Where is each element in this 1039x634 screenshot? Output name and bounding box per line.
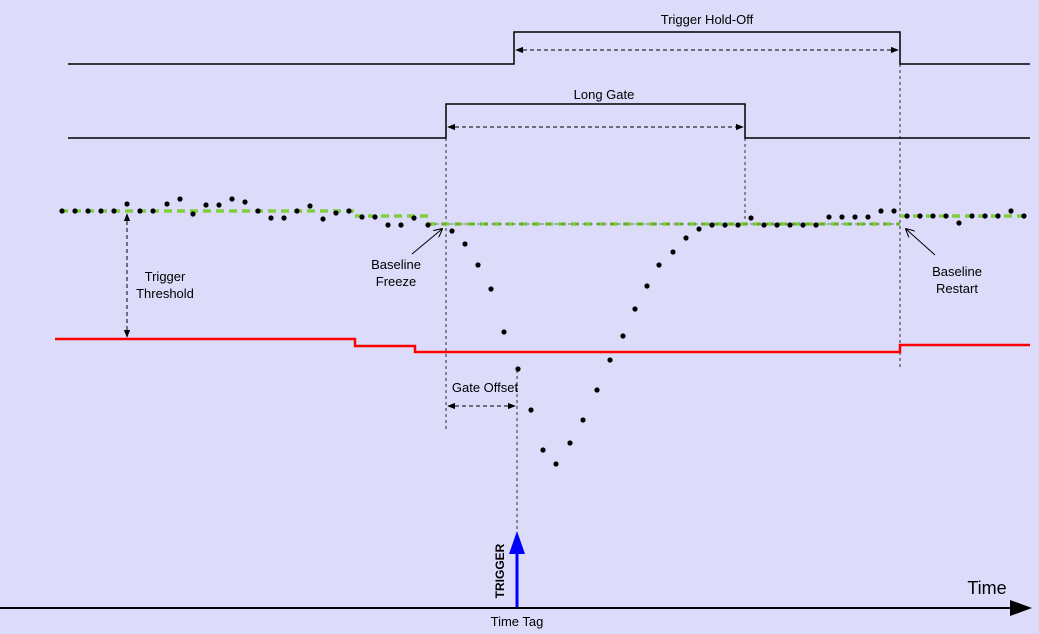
signal-sample-dot — [852, 214, 858, 220]
signal-sample-dot — [995, 213, 1001, 219]
baseline-freeze-label-line2: Freeze — [376, 274, 416, 289]
trigger-arrow-head — [509, 531, 525, 554]
signal-sample-dot — [735, 222, 741, 228]
signal-sample-dot — [656, 262, 662, 268]
signal-sample-dot — [904, 213, 910, 219]
signal-sample-dot — [294, 208, 300, 214]
holdoff-signal — [68, 31, 1030, 65]
signal-sample-dot — [969, 213, 975, 219]
signal-sample-dot — [229, 196, 235, 202]
signal-sample-dot — [346, 208, 352, 214]
signal-sample-dot — [943, 213, 949, 219]
signal-sample-dot — [85, 208, 91, 214]
signal-sample-dot — [696, 226, 702, 232]
long-gate-signal — [68, 103, 1030, 139]
signal-sample-dot — [216, 202, 222, 208]
long-gate-label: Long Gate — [574, 87, 635, 102]
threshold-line — [55, 337, 1030, 354]
signal-sample-dot — [501, 329, 507, 335]
signal-sample-dot — [59, 208, 65, 214]
signal-sample-dot — [528, 407, 534, 413]
signal-sample-dot — [398, 222, 404, 228]
baseline-restart-label-line1: Baseline — [932, 264, 982, 279]
signal-sample-dot — [515, 366, 521, 372]
holdoff-label: Trigger Hold-Off — [661, 12, 754, 27]
signal-sample-dot — [1021, 213, 1027, 219]
signal-sample-dot — [722, 222, 728, 228]
signal-sample-dot — [98, 208, 104, 214]
signal-sample-dot — [124, 201, 130, 207]
signal-sample-dot — [281, 215, 287, 221]
signal-sample-dot — [449, 228, 455, 234]
signal-sample-dot — [359, 214, 365, 220]
signal-sample-dot — [594, 387, 600, 393]
signal-sample-dot — [683, 235, 689, 241]
signal-sample-dot — [475, 262, 481, 268]
signal-sample-dot — [540, 447, 546, 453]
threshold-label-line2: Threshold — [136, 286, 194, 301]
signal-sample-dot — [320, 216, 326, 222]
signal-sample-dot — [865, 214, 871, 220]
signal-sample-dot — [826, 214, 832, 220]
signal-sample-dot — [748, 215, 754, 221]
signal-sample-dot — [761, 222, 767, 228]
trigger-label: TRIGGER — [493, 543, 507, 598]
signal-sample-dot — [137, 208, 143, 214]
signal-sample-dot — [462, 241, 468, 247]
signal-sample-dot — [488, 286, 494, 292]
signal-sample-dot — [425, 222, 431, 228]
time-axis-arrowhead — [1010, 600, 1032, 616]
signal-sample-dot — [800, 222, 806, 228]
signal-sample-dot — [72, 208, 78, 214]
signal-sample-dot — [580, 417, 586, 423]
signal-sample-dot — [644, 283, 650, 289]
signal-sample-dot — [307, 203, 313, 209]
signal-sample-dot — [620, 333, 626, 339]
signal-sample-dot — [203, 202, 209, 208]
time-tag-label: Time Tag — [491, 614, 544, 629]
signal-sample-dot — [111, 208, 117, 214]
signal-sample-dot — [839, 214, 845, 220]
signal-sample-dot — [372, 214, 378, 220]
signal-sample-dot — [670, 249, 676, 255]
signal-sample-dot — [333, 210, 339, 216]
signal-sample-dot — [242, 199, 248, 205]
signal-sample-dot — [268, 215, 274, 221]
baseline-freeze-pointer — [411, 229, 442, 255]
threshold-label-line1: Trigger — [145, 269, 186, 284]
signal-sample-dot — [813, 222, 819, 228]
baseline-restart-pointer — [906, 229, 936, 256]
signal-sample-dot — [917, 213, 923, 219]
signal-sample-dot — [632, 306, 638, 312]
signal-sample-dot — [150, 208, 156, 214]
signal-sample-dot — [567, 440, 573, 446]
signal-sample-dot — [177, 196, 183, 202]
signal-sample-dot — [190, 211, 196, 217]
signal-sample-dot — [982, 213, 988, 219]
signal-sample-dot — [385, 222, 391, 228]
signal-sample-dot — [164, 201, 170, 207]
gate-offset-label: Gate Offset — [452, 380, 519, 395]
signal-sample-dot — [553, 461, 559, 467]
signal-sample-dot — [255, 208, 261, 214]
signal-sample-dot — [607, 357, 613, 363]
signal-sample-dot — [774, 222, 780, 228]
baseline-restart-label-line2: Restart — [936, 281, 978, 296]
signal-sample-dot — [411, 215, 417, 221]
signal-sample-dot — [878, 208, 884, 214]
signal-sample-dot — [956, 220, 962, 226]
time-label: Time — [967, 578, 1006, 598]
signal-sample-dot — [709, 222, 715, 228]
signal-samples — [59, 196, 1027, 467]
signal-sample-dot — [891, 208, 897, 214]
signal-sample-dot — [787, 222, 793, 228]
baseline-freeze-label-line1: Baseline — [371, 257, 421, 272]
signal-sample-dot — [930, 213, 936, 219]
signal-sample-dot — [1008, 208, 1014, 214]
